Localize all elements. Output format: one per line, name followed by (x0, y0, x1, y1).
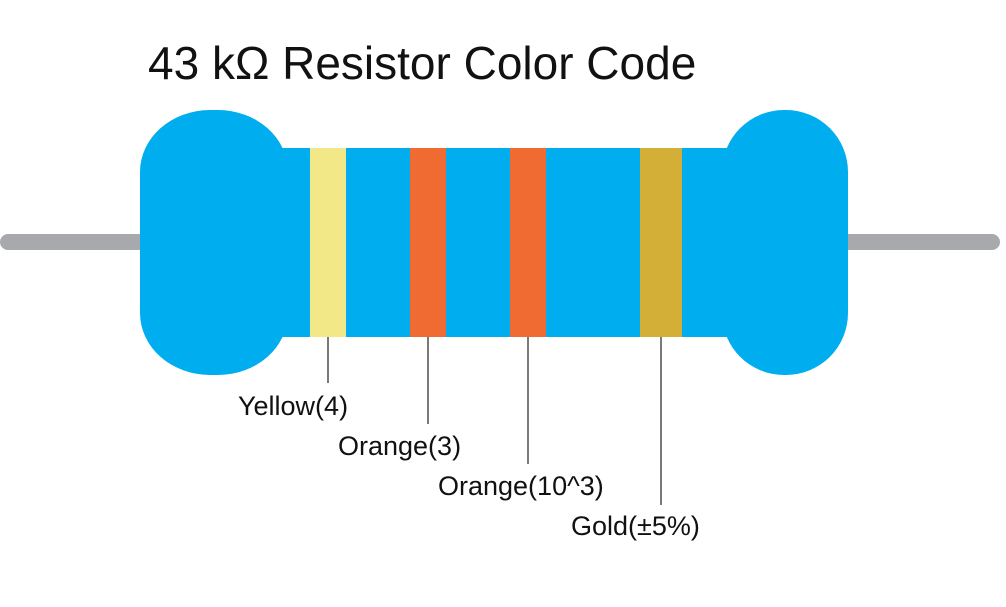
diagram-title: 43 kΩ Resistor Color Code (148, 37, 696, 89)
label-gold-tolerance: Gold(±5%) (571, 511, 700, 541)
label-orange-multiplier: Orange(10^3) (438, 471, 604, 501)
band-gold-tolerance (640, 148, 682, 337)
label-orange-digit: Orange(3) (338, 431, 461, 461)
band-orange-multiplier (510, 148, 546, 337)
resistor-left-cap (140, 110, 288, 375)
band-orange-digit (410, 148, 446, 337)
label-yellow: Yellow(4) (238, 391, 348, 421)
band-yellow (310, 148, 346, 337)
resistor-body (140, 110, 848, 375)
